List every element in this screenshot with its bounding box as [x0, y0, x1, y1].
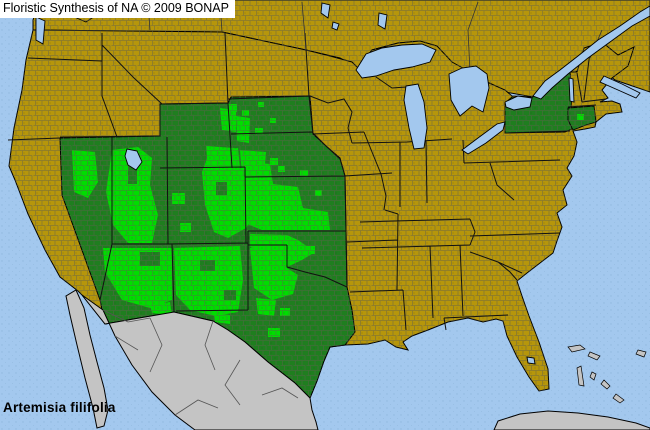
bahamas-islands: [567, 344, 647, 404]
st-lawrence-river: [532, 5, 650, 100]
lake-okeechobee: [526, 356, 536, 365]
cuba: [493, 410, 650, 430]
species-name-label: Artemisia filifolia: [3, 400, 116, 415]
lake-michigan: [403, 83, 428, 150]
lake-erie: [461, 121, 506, 155]
baja-peninsula: [65, 289, 109, 429]
bay-of-fundy: [599, 75, 641, 99]
lake-superior: [355, 43, 437, 79]
puget-sound: [35, 16, 46, 45]
water-bodies: [35, 2, 650, 365]
lake-ontario: [504, 95, 533, 111]
mexico-region: [65, 289, 319, 430]
lake-champlain: [568, 77, 575, 103]
lake-huron: [448, 65, 490, 117]
map-title-bar: Floristic Synthesis of NA © 2009 BONAP: [0, 0, 235, 18]
great-salt-lake: [124, 148, 143, 171]
canadian-lakes: [320, 2, 388, 31]
mexico-state-borders: [102, 309, 299, 416]
